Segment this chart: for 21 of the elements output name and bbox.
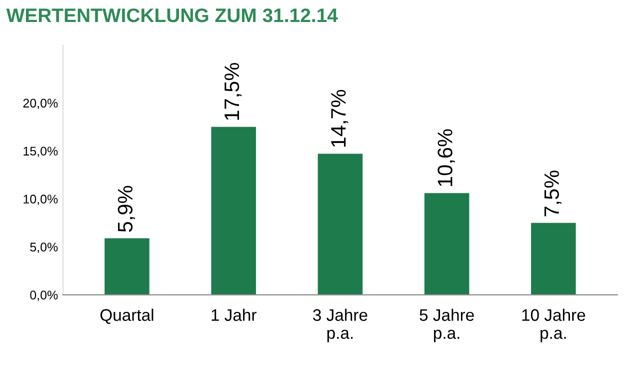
x-tick-label: 3 Jahre p.a. <box>313 308 368 342</box>
x-tick-label: 10 Jahre p.a. <box>522 308 586 342</box>
x-tick-label: Quartal <box>100 308 154 324</box>
data-label: 5,9% <box>118 186 136 232</box>
y-tick-label: 0,0% <box>30 290 58 301</box>
bar <box>424 193 470 295</box>
chart-title: WERTENTWICKLUNG ZUM 31.12.14 <box>6 8 338 22</box>
y-tick-label: 20,0% <box>23 98 58 110</box>
y-tick-label: 15,0% <box>24 146 58 158</box>
bar <box>211 126 256 295</box>
x-tick-label: 5 Jahre p.a. <box>420 308 474 342</box>
x-tick-label: 1 Jahr <box>212 308 256 321</box>
bar <box>318 154 363 295</box>
y-tick-label: 10,0% <box>24 194 58 206</box>
data-label: 17,5% <box>224 63 242 120</box>
data-label: 10,6% <box>438 129 455 186</box>
data-label: 7,5% <box>544 170 562 216</box>
data-label: 14,7% <box>331 90 348 147</box>
bar <box>531 222 576 295</box>
bar <box>104 238 150 295</box>
y-tick-label: 5,0% <box>30 242 58 253</box>
